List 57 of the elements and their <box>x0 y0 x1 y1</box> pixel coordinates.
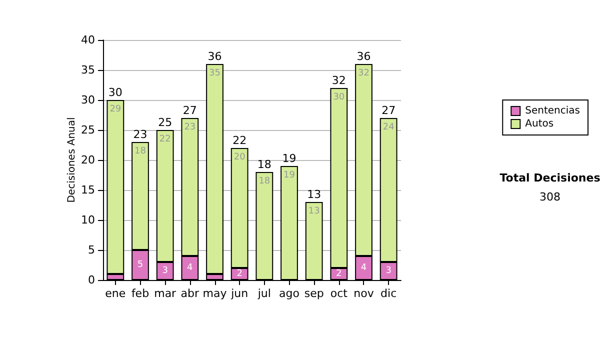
data-label: 2 <box>236 269 242 279</box>
y-tick-label: 10 <box>81 214 95 226</box>
x-tick-label: oct <box>330 287 348 300</box>
text: Total Decisiones <box>500 172 600 184</box>
x-tick-label: ago <box>279 287 300 300</box>
x-tick-label: may <box>202 287 228 300</box>
x-tick-label: sep <box>304 287 324 300</box>
data-label: 4 <box>187 263 194 273</box>
y-tick-label: 0 <box>88 274 95 286</box>
total-label: 36 <box>356 50 371 63</box>
total-label: 30 <box>108 86 122 99</box>
data-label: 2 <box>336 269 342 279</box>
data-label: 5 <box>137 260 144 270</box>
x-tick-label: jun <box>230 287 248 300</box>
x-tick-label: mar <box>154 287 177 300</box>
y-tick-label: 15 <box>81 184 95 196</box>
data-label: 18 <box>258 176 270 186</box>
data-label: 30 <box>333 92 345 102</box>
y-tick-label: 5 <box>88 244 95 256</box>
total-label: 13 <box>307 188 322 201</box>
x-tick-label: jul <box>256 287 271 300</box>
text: 308 <box>540 190 560 204</box>
data-label: 29 <box>110 104 122 114</box>
total-label: 23 <box>133 128 148 141</box>
data-label: 19 <box>284 170 296 180</box>
data-label: 4 <box>360 263 367 273</box>
x-tick-label: ene <box>105 287 126 300</box>
y-tick-label: 30 <box>81 94 95 106</box>
x-tick-label: nov <box>354 287 374 300</box>
total-label: 22 <box>232 134 247 147</box>
legend-label: Autos <box>525 118 554 130</box>
data-label: 3 <box>386 266 392 276</box>
total-label: 32 <box>332 74 346 87</box>
y-axis-title: Decisiones Anual <box>66 117 78 203</box>
total-label: 27 <box>382 104 396 117</box>
data-label: 22 <box>159 134 171 144</box>
total-label: 19 <box>282 152 296 165</box>
y-tick-label: 40 <box>81 34 95 46</box>
x-tick-label: dic <box>380 287 397 300</box>
data-label: 18 <box>134 146 146 156</box>
data-label: 23 <box>184 122 196 132</box>
data-label: 24 <box>382 122 395 132</box>
data-label: 20 <box>234 152 246 162</box>
data-label: 13 <box>308 206 320 216</box>
total-label: 25 <box>158 116 172 129</box>
data-label: 35 <box>209 68 220 78</box>
data-label: 32 <box>358 68 370 78</box>
legend-label: Sentencias <box>525 106 580 116</box>
y-tick-label: 20 <box>81 154 95 166</box>
data-label: 3 <box>162 266 168 276</box>
x-tick-label: feb <box>131 287 150 300</box>
y-tick-label: 35 <box>81 64 95 76</box>
total-label: 36 <box>208 50 222 63</box>
x-tick-label: abr <box>180 287 200 300</box>
total-label: 27 <box>182 104 197 117</box>
total-label: 18 <box>257 158 272 171</box>
y-tick-label: 25 <box>81 124 95 136</box>
